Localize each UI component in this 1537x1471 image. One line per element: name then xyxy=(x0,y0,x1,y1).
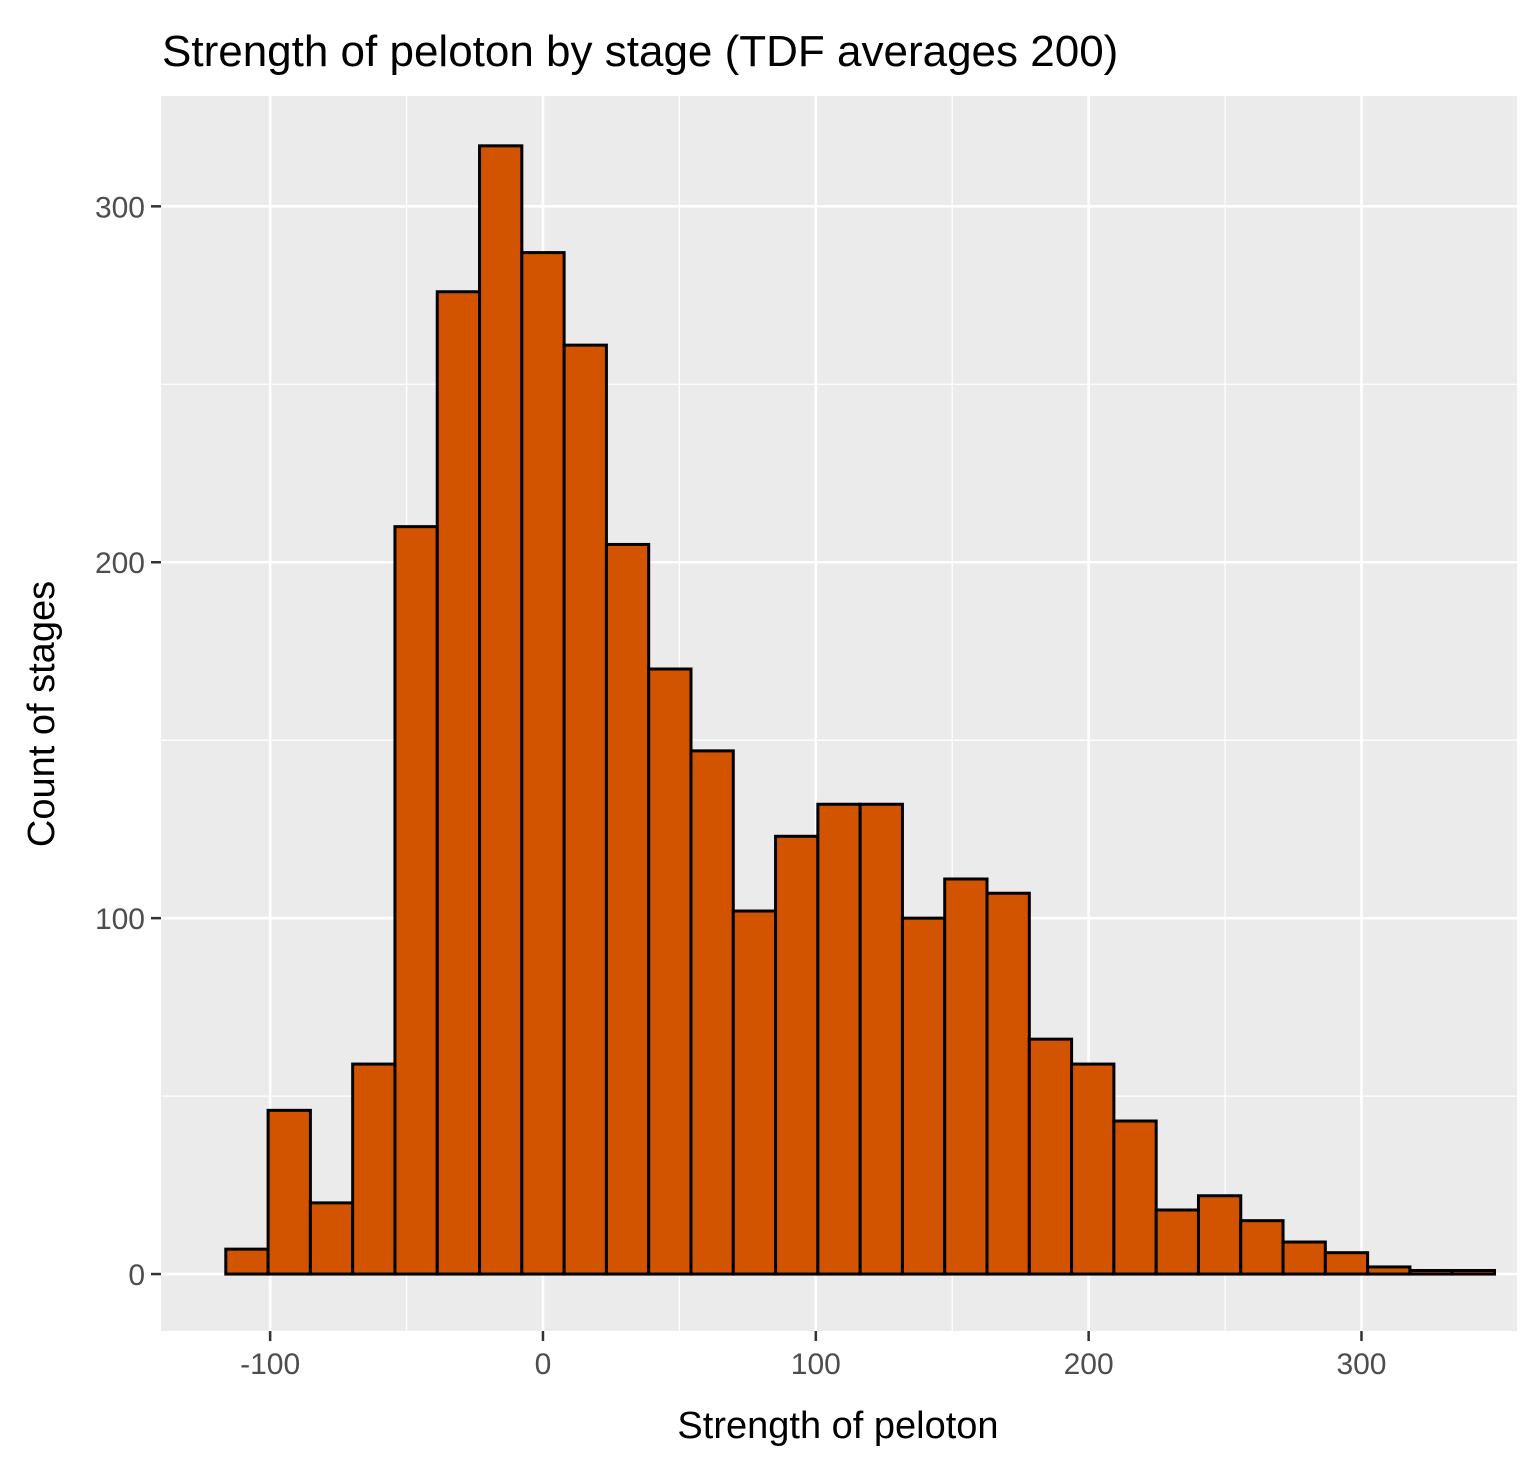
histogram-bar xyxy=(351,1062,397,1276)
x-axis: -100 0 100 200 300 xyxy=(240,1331,1387,1381)
histogram-bar xyxy=(1027,1037,1074,1276)
histogram-bar xyxy=(1239,1219,1285,1276)
histogram-bar xyxy=(562,343,608,1276)
histogram-bar xyxy=(985,891,1031,1276)
histogram-bar xyxy=(604,542,651,1276)
histogram-bar xyxy=(774,834,820,1276)
histogram-bar xyxy=(816,802,862,1276)
histogram-bar xyxy=(1196,1194,1243,1276)
histogram-bar xyxy=(1070,1062,1116,1276)
y-tick-label: 0 xyxy=(128,1259,145,1292)
x-axis-title: Strength of peloton xyxy=(677,1405,998,1447)
histogram-bar xyxy=(1281,1240,1327,1276)
x-tick-label: -100 xyxy=(240,1348,300,1381)
y-axis: 0 100 200 300 xyxy=(95,191,161,1292)
x-tick-label: 100 xyxy=(791,1348,841,1381)
y-tick-label: 300 xyxy=(95,191,145,224)
histogram-bar xyxy=(308,1201,355,1276)
chart-title: Strength of peloton by stage (TDF averag… xyxy=(162,27,1118,76)
histogram-bars xyxy=(224,144,1496,1276)
histogram-bar xyxy=(1112,1119,1158,1276)
x-tick-label: 0 xyxy=(535,1348,552,1381)
histogram-bar xyxy=(1450,1268,1496,1276)
histogram-bar xyxy=(858,802,904,1276)
histogram-bar xyxy=(1366,1265,1412,1276)
histogram-bar xyxy=(943,877,989,1276)
histogram-bar xyxy=(689,749,735,1276)
histogram-bar xyxy=(1323,1251,1370,1276)
histogram-bar xyxy=(435,290,482,1276)
histogram-bar xyxy=(266,1108,312,1276)
histogram-bar xyxy=(393,525,439,1276)
y-tick-label: 100 xyxy=(95,903,145,936)
histogram-bar xyxy=(1154,1208,1200,1276)
histogram-bar xyxy=(478,144,524,1276)
histogram-bar xyxy=(520,251,566,1276)
x-tick-label: 300 xyxy=(1336,1348,1386,1381)
histogram-bar xyxy=(900,916,947,1276)
y-axis-title: Count of stages xyxy=(21,581,63,847)
histogram-bar xyxy=(731,909,778,1276)
y-tick-label: 200 xyxy=(95,547,145,580)
histogram-bar xyxy=(1408,1268,1454,1276)
histogram-bar xyxy=(224,1247,270,1276)
histogram-bar xyxy=(647,667,693,1276)
x-tick-label: 200 xyxy=(1064,1348,1114,1381)
